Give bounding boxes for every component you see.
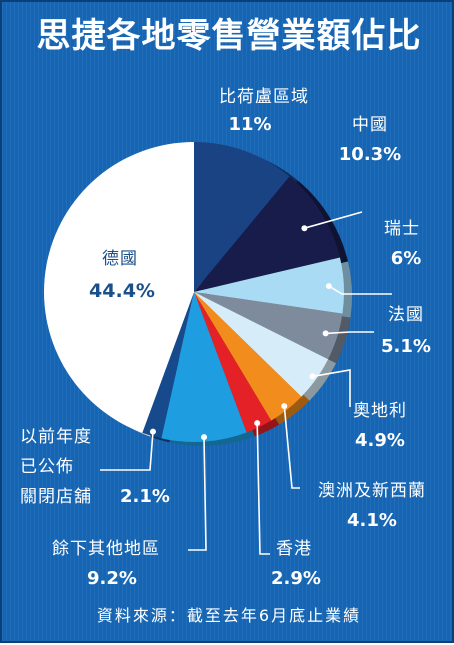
leader-dot-6 — [254, 420, 261, 427]
slice-value-1: 10.3% — [339, 144, 401, 165]
slice-label-4: 奧地利 — [353, 401, 407, 421]
slice-label-8-line-2: 關閉店舖 — [20, 487, 92, 507]
leader-dot-5 — [281, 403, 288, 410]
slice-label-2: 瑞士 — [384, 219, 420, 239]
slice-value-5: 4.1% — [347, 510, 397, 531]
leader-line-1 — [304, 211, 363, 229]
leader-dot-7 — [201, 434, 208, 441]
slice-label-9: 德國 — [102, 249, 138, 269]
leader-line-6 — [256, 423, 270, 555]
pie-slice-7 — [161, 292, 247, 443]
leader-dot-8 — [149, 428, 156, 435]
pie-slice-4 — [194, 292, 329, 397]
slice-label-0: 比荷盧區域 — [219, 87, 309, 107]
leader-line-3 — [325, 331, 374, 335]
slice-value-9: 44.4% — [89, 280, 155, 302]
pie-slice-6 — [194, 292, 272, 433]
slice-label-5: 澳洲及新西蘭 — [318, 481, 426, 501]
slice-label-8-line-1: 已公佈 — [20, 457, 74, 477]
source-note: 資料來源：截至去年6月底止業績 — [96, 606, 362, 625]
pie-slice-0 — [194, 142, 290, 292]
pie-slice-3 — [194, 292, 343, 360]
leader-dot-3 — [322, 330, 329, 337]
slice-label-6: 香港 — [276, 539, 312, 559]
leader-dot-4 — [309, 373, 316, 380]
pie-slice-8 — [142, 292, 194, 439]
leader-line-5 — [283, 406, 300, 489]
leader-line-4 — [312, 369, 351, 407]
slice-value-2: 6% — [391, 248, 422, 269]
leader-line-8 — [100, 431, 154, 471]
leader-dot-2 — [325, 283, 332, 290]
slice-label-8-line-0: 以前年度 — [20, 427, 92, 447]
pie-slice-9 — [43, 142, 195, 433]
slice-value-7: 9.2% — [87, 568, 137, 589]
slice-label-3: 法國 — [388, 305, 424, 325]
pie-slice-5 — [194, 292, 302, 421]
leader-line-7 — [188, 437, 207, 551]
leader-line-2 — [328, 285, 392, 295]
slice-value-6: 2.9% — [271, 568, 321, 589]
chart-title: 思捷各地零售營業額佔比 — [36, 16, 422, 56]
slice-label-7: 餘下其他地區 — [52, 539, 160, 559]
slice-value-3: 5.1% — [381, 336, 431, 357]
pie-slice-1 — [194, 176, 340, 292]
slice-value-4: 4.9% — [355, 430, 405, 451]
slice-value-0: 11% — [228, 114, 271, 135]
slice-label-1: 中國 — [352, 115, 388, 135]
leader-dot-1 — [301, 225, 308, 232]
pie-slice-2 — [194, 257, 345, 314]
slice-value-8: 2.1% — [120, 486, 170, 507]
